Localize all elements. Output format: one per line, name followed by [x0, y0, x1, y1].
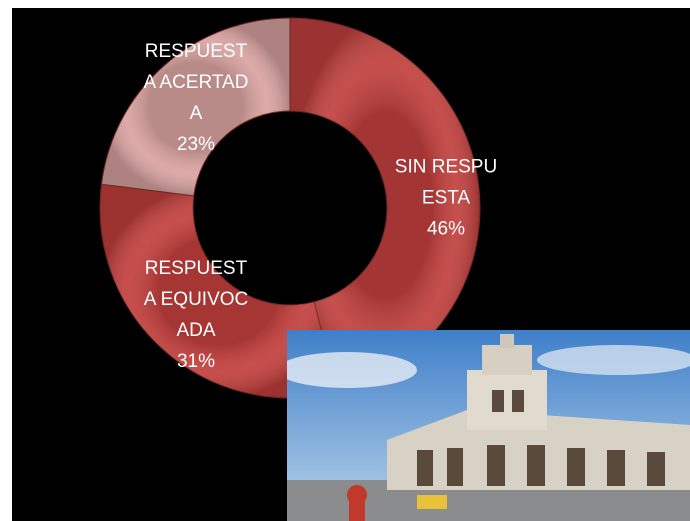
value-label: 31% [176, 351, 216, 372]
photo-drawing [287, 330, 690, 521]
value-label: 23% [176, 134, 216, 155]
value-label: 46% [426, 218, 466, 240]
data-label: RESPUESTA ACERTADA 23% [142, 36, 250, 160]
data-label: RESPUESTA EQUIVOCADA 31% [142, 253, 250, 377]
category-name: SIN RESPUESTA [394, 156, 498, 209]
category-name: RESPUESTA EQUIVOCADA [143, 258, 249, 341]
photo [287, 330, 690, 521]
category-name: RESPUESTA ACERTADA [143, 41, 249, 124]
data-label: SIN RESPUESTA 46% [392, 152, 500, 245]
